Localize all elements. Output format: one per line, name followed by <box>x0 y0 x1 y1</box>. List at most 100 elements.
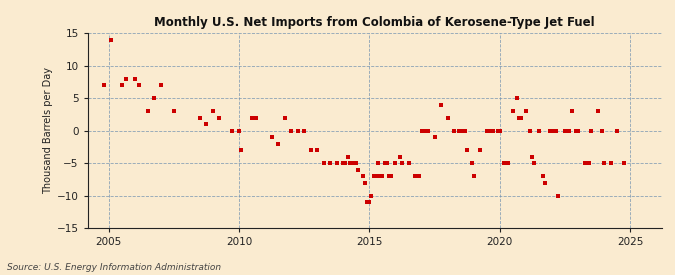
Point <box>194 116 205 120</box>
Point <box>360 180 371 185</box>
Point <box>344 161 355 165</box>
Point <box>351 161 362 165</box>
Point <box>486 128 497 133</box>
Point <box>381 161 392 165</box>
Point <box>227 128 238 133</box>
Point <box>584 161 595 165</box>
Point <box>423 128 433 133</box>
Point <box>488 128 499 133</box>
Point <box>134 83 144 87</box>
Point <box>494 128 505 133</box>
Point <box>579 161 590 165</box>
Point <box>453 128 464 133</box>
Point <box>353 167 364 172</box>
Point <box>566 109 577 113</box>
Point <box>605 161 616 165</box>
Point <box>286 128 296 133</box>
Point <box>149 96 160 100</box>
Point <box>364 200 375 204</box>
Point <box>468 174 479 178</box>
Point <box>533 128 544 133</box>
Point <box>379 161 390 165</box>
Point <box>553 194 564 198</box>
Point <box>130 76 140 81</box>
Point <box>540 180 551 185</box>
Point <box>572 128 583 133</box>
Point <box>369 174 379 178</box>
Point <box>564 128 575 133</box>
Point <box>207 109 218 113</box>
Point <box>442 116 453 120</box>
Point <box>236 148 246 152</box>
Point <box>273 141 284 146</box>
Point <box>503 161 514 165</box>
Point <box>597 128 608 133</box>
Point <box>319 161 329 165</box>
Point <box>234 128 244 133</box>
Point <box>279 116 290 120</box>
Point <box>538 174 549 178</box>
Point <box>201 122 212 126</box>
Point <box>266 135 277 139</box>
Point <box>340 161 351 165</box>
Point <box>455 128 466 133</box>
Point <box>547 128 558 133</box>
Point <box>116 83 127 87</box>
Point <box>346 161 357 165</box>
Point <box>481 128 492 133</box>
Point <box>560 128 570 133</box>
Point <box>397 161 408 165</box>
Title: Monthly U.S. Net Imports from Colombia of Kerosene-Type Jet Fuel: Monthly U.S. Net Imports from Colombia o… <box>155 16 595 29</box>
Point <box>586 128 597 133</box>
Point <box>169 109 180 113</box>
Point <box>466 161 477 165</box>
Point <box>520 109 531 113</box>
Point <box>331 161 342 165</box>
Point <box>516 116 527 120</box>
Point <box>462 148 472 152</box>
Point <box>410 174 421 178</box>
Point <box>436 102 447 107</box>
Point <box>142 109 153 113</box>
Point <box>390 161 401 165</box>
Point <box>414 174 425 178</box>
Text: Source: U.S. Energy Information Administration: Source: U.S. Energy Information Administ… <box>7 263 221 272</box>
Point <box>618 161 629 165</box>
Point <box>105 37 116 42</box>
Point <box>305 148 316 152</box>
Point <box>375 174 385 178</box>
Point <box>525 128 536 133</box>
Point <box>492 128 503 133</box>
Point <box>292 128 303 133</box>
Point <box>416 128 427 133</box>
Point <box>551 128 562 133</box>
Point <box>246 116 257 120</box>
Point <box>366 194 377 198</box>
Point <box>529 161 540 165</box>
Point <box>570 128 581 133</box>
Point <box>499 161 510 165</box>
Point <box>545 128 556 133</box>
Point <box>599 161 610 165</box>
Point <box>342 155 353 159</box>
Point <box>592 109 603 113</box>
Point <box>394 155 405 159</box>
Point <box>385 174 396 178</box>
Y-axis label: Thousand Barrels per Day: Thousand Barrels per Day <box>43 67 53 194</box>
Point <box>214 116 225 120</box>
Point <box>383 174 394 178</box>
Point <box>449 128 460 133</box>
Point <box>325 161 335 165</box>
Point <box>373 161 383 165</box>
Point <box>299 128 310 133</box>
Point <box>99 83 109 87</box>
Point <box>403 161 414 165</box>
Point <box>460 128 470 133</box>
Point <box>612 128 622 133</box>
Point <box>475 148 485 152</box>
Point <box>377 174 388 178</box>
Point <box>121 76 132 81</box>
Point <box>429 135 440 139</box>
Point <box>508 109 518 113</box>
Point <box>371 174 381 178</box>
